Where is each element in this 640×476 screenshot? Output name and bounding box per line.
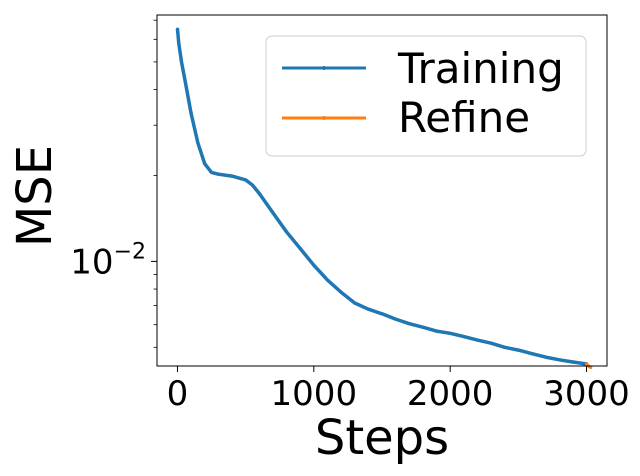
x-tick-label: 1000 xyxy=(271,374,358,414)
data-point-training xyxy=(325,278,330,282)
legend: Training Refine xyxy=(265,35,587,157)
data-point-training xyxy=(571,360,575,364)
data-point-training xyxy=(189,111,193,115)
data-point-refine xyxy=(589,365,593,369)
data-point-training xyxy=(298,246,302,251)
data-point-training xyxy=(516,348,521,352)
data-point-training xyxy=(284,230,289,234)
data-point-training xyxy=(230,174,234,178)
data-point-training xyxy=(530,352,534,356)
data-point-training xyxy=(380,312,384,316)
legend-label-refine: Refine xyxy=(398,93,530,142)
data-point-training xyxy=(489,341,493,345)
y-axis-label: MSE xyxy=(7,145,63,247)
y-tick-label: 10−2 xyxy=(70,239,146,282)
data-point-training xyxy=(184,81,188,86)
data-point-training xyxy=(366,307,370,311)
data-point-training xyxy=(177,41,181,46)
data-point-training xyxy=(434,329,439,333)
data-point-training xyxy=(339,290,343,294)
data-point-training xyxy=(421,325,425,329)
data-point-training xyxy=(475,338,480,342)
axes-frame xyxy=(156,14,608,367)
legend-marker-refine xyxy=(322,116,326,120)
data-point-training xyxy=(175,27,180,31)
x-tick-label: 0 xyxy=(167,374,189,414)
data-point-training xyxy=(216,172,220,176)
data-point-training xyxy=(462,335,466,339)
data-point-training xyxy=(312,263,316,267)
data-point-training xyxy=(209,170,214,174)
data-point-training xyxy=(271,211,275,215)
x-tick-label: 2000 xyxy=(407,374,494,414)
data-point-training xyxy=(250,183,255,187)
data-point-training xyxy=(448,331,452,335)
data-point-training xyxy=(503,345,507,349)
data-point-training xyxy=(394,317,398,321)
data-point-training xyxy=(557,358,561,362)
data-point-training xyxy=(407,322,411,326)
data-point-training xyxy=(203,162,207,166)
legend-label-training: Training xyxy=(397,44,564,93)
data-point-training xyxy=(179,60,184,64)
data-point-training xyxy=(544,355,548,359)
axes xyxy=(156,14,608,367)
data-point-training xyxy=(196,141,200,145)
data-point-training xyxy=(353,301,357,305)
data-point-training xyxy=(244,178,248,182)
x-tick-label: 3000 xyxy=(543,374,630,414)
legend-frame xyxy=(265,35,587,157)
plot-area xyxy=(175,27,593,369)
legend-marker-training xyxy=(322,66,326,70)
x-axis-label: Steps xyxy=(315,410,449,466)
data-point-training xyxy=(257,191,261,196)
tick-layer: 0 1000 2000 3000 10−2 xyxy=(70,19,630,414)
